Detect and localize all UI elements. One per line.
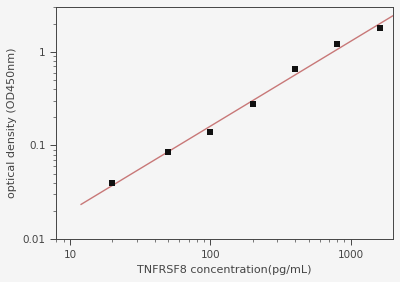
Point	[109, 180, 116, 185]
Point	[207, 129, 214, 134]
X-axis label: TNFRSF8 concentration(pg/mL): TNFRSF8 concentration(pg/mL)	[137, 265, 312, 275]
Point	[165, 150, 171, 154]
Point	[376, 26, 383, 30]
Point	[250, 101, 256, 106]
Y-axis label: optical density (OD450nm): optical density (OD450nm)	[7, 48, 17, 198]
Point	[334, 42, 340, 47]
Point	[292, 67, 298, 72]
